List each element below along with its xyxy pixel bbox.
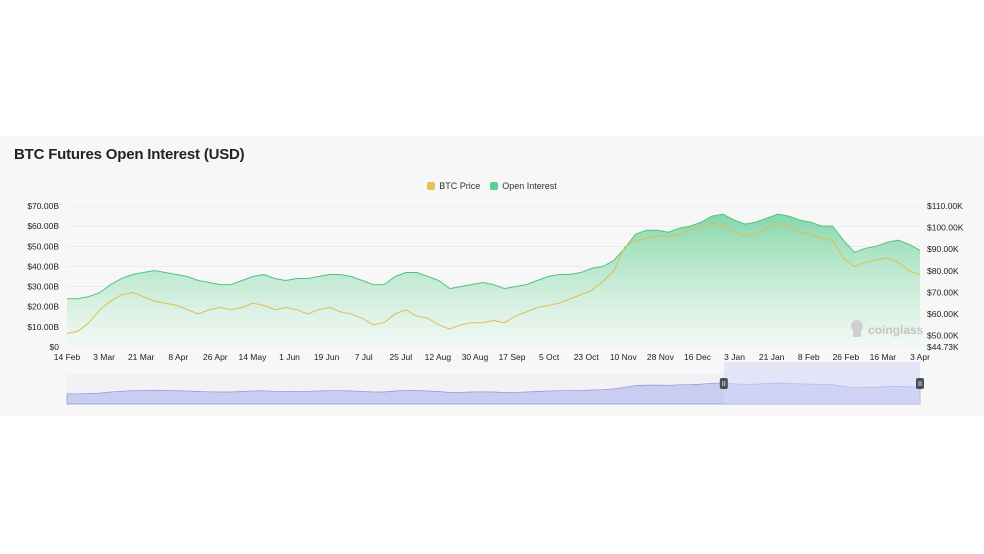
y-right-tick-label: $50.00K bbox=[927, 331, 959, 341]
x-tick-label: 3 Mar bbox=[93, 352, 115, 362]
x-tick-label: 10 Nov bbox=[610, 352, 638, 362]
x-tick-label: 21 Mar bbox=[128, 352, 155, 362]
x-tick-label: 3 Jan bbox=[724, 352, 745, 362]
x-tick-label: 14 May bbox=[238, 352, 267, 362]
y-left-tick-label: $50.00B bbox=[27, 241, 59, 251]
x-tick-label: 23 Oct bbox=[574, 352, 600, 362]
y-left-tick-label: $30.00B bbox=[27, 282, 59, 292]
x-tick-label: 30 Aug bbox=[462, 352, 489, 362]
open-interest-area bbox=[67, 214, 920, 347]
y-left-tick-label: $20.00B bbox=[27, 302, 59, 312]
y-left-tick-label: $10.00B bbox=[27, 322, 59, 332]
navigator-left-handle[interactable] bbox=[719, 378, 728, 389]
y-right-tick-label: $90.00K bbox=[927, 244, 959, 254]
chart-title: BTC Futures Open Interest (USD) bbox=[14, 146, 245, 163]
navigator-window bbox=[723, 362, 920, 404]
y-right-tick-label: $100.00K bbox=[927, 223, 964, 233]
coinglass-logo-icon bbox=[851, 320, 863, 337]
legend-label-btc-price: BTC Price bbox=[439, 181, 481, 191]
legend-swatch-open-interest bbox=[490, 182, 499, 190]
y-right-tick-label: $60.00K bbox=[927, 309, 959, 319]
x-tick-label: 1 Jun bbox=[279, 352, 300, 362]
x-tick-label: 8 Apr bbox=[168, 352, 188, 362]
x-tick-label: 26 Apr bbox=[203, 352, 228, 362]
y-right-tick-label: $80.00K bbox=[927, 266, 959, 276]
y-left-tick-label: $60.00B bbox=[27, 221, 59, 231]
x-tick-label: 14 Feb bbox=[54, 352, 81, 362]
y-left-tick-label: $70.00B bbox=[27, 201, 59, 211]
watermark-text: coinglass bbox=[868, 323, 924, 337]
x-tick-label: 16 Dec bbox=[684, 352, 712, 362]
x-tick-label: 19 Jun bbox=[314, 352, 340, 362]
chart-legend: BTC Price Open Interest bbox=[0, 181, 984, 191]
legend-item-btc-price[interactable]: BTC Price bbox=[427, 181, 480, 191]
legend-item-open-interest[interactable]: Open Interest bbox=[490, 181, 557, 191]
y-left-tick-label: $0 bbox=[50, 342, 60, 352]
x-tick-label: 25 Jul bbox=[389, 352, 412, 362]
navigator-right-handle[interactable] bbox=[916, 378, 924, 389]
x-tick-label: 21 Jan bbox=[759, 352, 785, 362]
open-interest-line bbox=[67, 213, 921, 300]
btc-price-line bbox=[66, 222, 921, 334]
y-right-tick-label: $44.73K bbox=[927, 342, 959, 352]
y-left-tick-label: $40.00B bbox=[27, 261, 59, 271]
watermark: coinglass bbox=[851, 320, 924, 337]
x-tick-label: 7 Jul bbox=[355, 352, 373, 362]
x-tick-label: 5 Oct bbox=[539, 352, 560, 362]
x-tick-label: 3 Apr bbox=[910, 352, 930, 362]
x-tick-label: 28 Nov bbox=[647, 352, 675, 362]
x-tick-label: 12 Aug bbox=[425, 352, 452, 362]
x-tick-label: 8 Feb bbox=[798, 352, 820, 362]
legend-swatch-btc-price bbox=[427, 182, 436, 190]
x-tick-label: 16 Mar bbox=[870, 352, 897, 362]
x-tick-label: 26 Feb bbox=[833, 352, 860, 362]
legend-label-open-interest: Open Interest bbox=[502, 181, 557, 191]
x-tick-label: 17 Sep bbox=[499, 352, 526, 362]
y-right-tick-label: $110.00K bbox=[927, 201, 963, 211]
y-right-tick-label: $70.00K bbox=[927, 287, 959, 297]
